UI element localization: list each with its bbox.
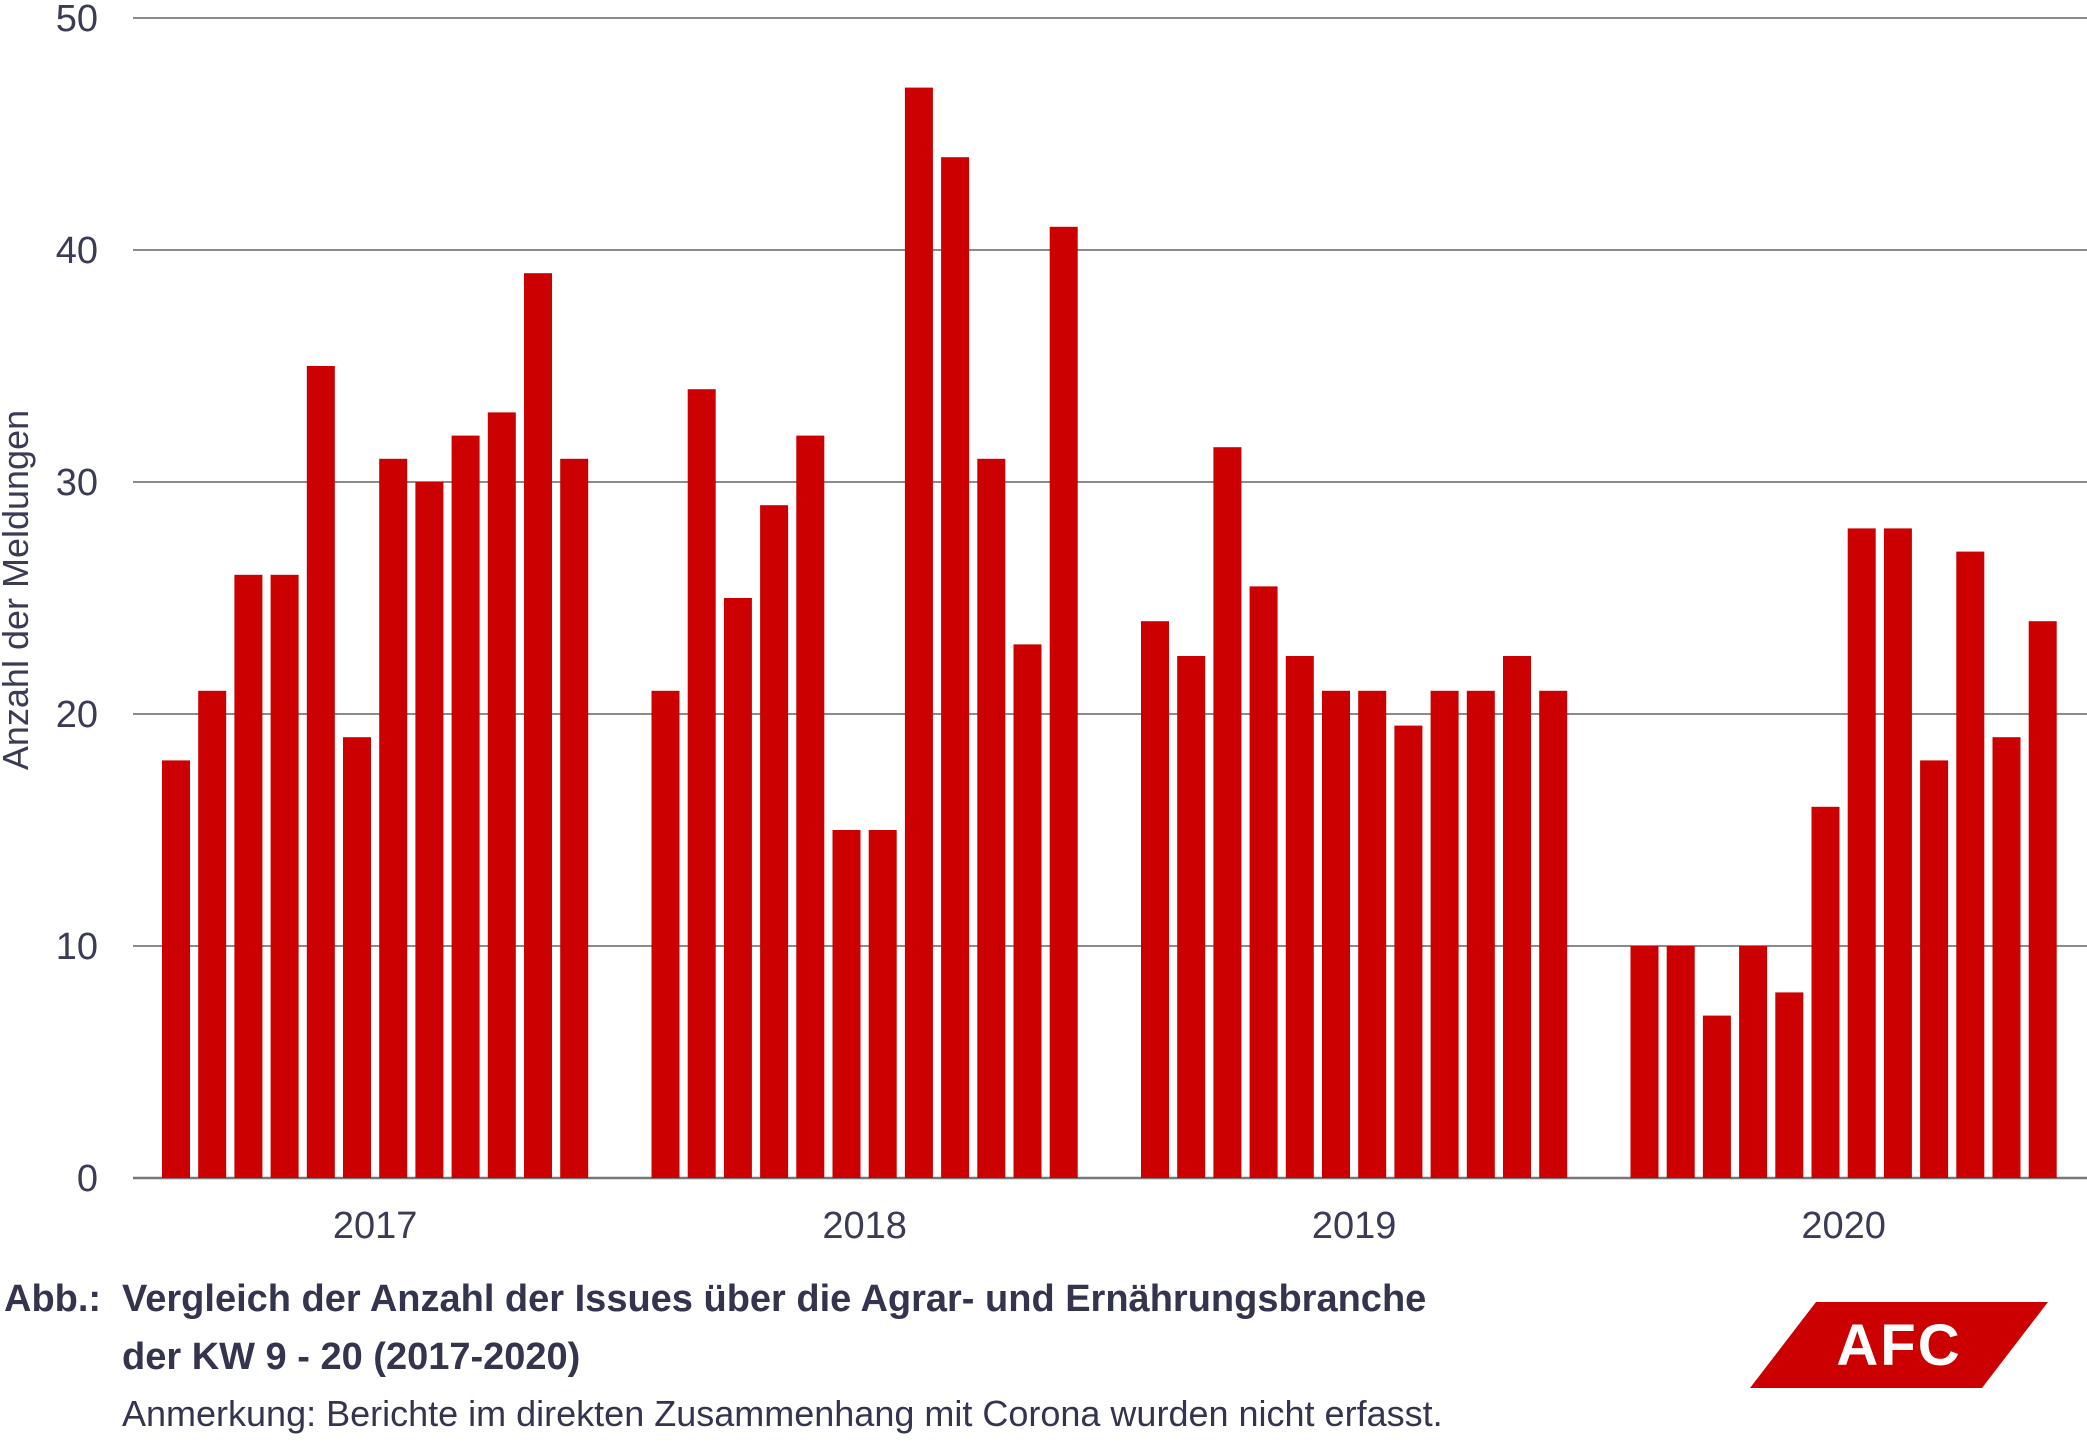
bar xyxy=(198,690,227,1178)
bar xyxy=(1394,725,1423,1178)
bar xyxy=(560,458,589,1178)
caption-prefix: Abb.: xyxy=(4,1278,102,1320)
bar xyxy=(1285,656,1314,1178)
caption-subtitle: der KW 9 - 20 (2017-2020) xyxy=(122,1336,581,1378)
bars xyxy=(162,87,2057,1179)
bar xyxy=(1013,644,1042,1178)
bar xyxy=(1249,586,1278,1178)
bar xyxy=(1666,946,1695,1178)
bar xyxy=(270,574,299,1178)
bar xyxy=(306,366,335,1178)
bar xyxy=(2028,621,2057,1178)
caption-title: Vergleich der Anzahl der Issues über die… xyxy=(122,1278,1427,1320)
bar xyxy=(1992,737,2021,1178)
bar xyxy=(760,505,789,1178)
y-tick-label: 20 xyxy=(56,694,98,736)
bar xyxy=(796,435,825,1179)
bar xyxy=(1811,806,1840,1178)
bar xyxy=(1322,690,1350,1178)
logo-shape xyxy=(1750,1302,2048,1388)
bar xyxy=(1503,656,1531,1178)
y-tick-labels: 0 10 20 30 40 50 xyxy=(56,0,98,1200)
bar xyxy=(1213,447,1242,1178)
bar xyxy=(1883,528,1912,1178)
bar xyxy=(832,830,861,1178)
y-axis-title: Anzahl der Meldungen xyxy=(0,410,36,770)
bar xyxy=(451,435,480,1179)
afc-logo: AFC xyxy=(1750,1302,2048,1388)
bar xyxy=(977,458,1006,1178)
bar xyxy=(904,87,933,1179)
x-tick-label: 2017 xyxy=(333,1205,418,1247)
bar xyxy=(687,389,716,1178)
y-tick-label: 0 xyxy=(77,1158,98,1200)
bar xyxy=(1539,690,1568,1178)
caption-note: Anmerkung: Berichte im direkten Zusammen… xyxy=(122,1393,1443,1434)
bar xyxy=(1956,551,1985,1178)
figure-caption: Abb.: Vergleich der Anzahl der Issues übe… xyxy=(4,1270,1704,1442)
bar xyxy=(651,690,680,1178)
y-tick-label: 30 xyxy=(56,462,98,504)
y-tick-label: 50 xyxy=(56,0,98,40)
y-tick-label: 10 xyxy=(56,926,98,968)
bar xyxy=(1141,621,1169,1178)
bar xyxy=(343,737,371,1178)
bar xyxy=(1430,690,1459,1178)
bar xyxy=(723,598,752,1178)
bar xyxy=(868,830,897,1178)
bar xyxy=(1630,946,1659,1178)
bar xyxy=(524,273,552,1178)
bar xyxy=(487,412,516,1178)
bar xyxy=(1739,946,1768,1178)
bar xyxy=(1702,1015,1731,1178)
bar xyxy=(1775,992,1804,1178)
x-tick-label: 2019 xyxy=(1312,1205,1397,1247)
bar xyxy=(1177,656,1206,1178)
x-tick-labels: 2017 2018 2019 2020 xyxy=(333,1205,1886,1247)
bar xyxy=(162,760,190,1178)
bar xyxy=(1920,760,1949,1178)
caption-title-line-2: der KW 9 - 20 (2017-2020) xyxy=(4,1328,1704,1386)
bar xyxy=(1466,690,1495,1178)
caption-title-line-1: Abb.: Vergleich der Anzahl der Issues übe… xyxy=(4,1270,1704,1328)
logo-text: AFC xyxy=(1836,1312,1962,1378)
bar xyxy=(415,482,444,1178)
bar xyxy=(234,574,263,1178)
bar xyxy=(379,458,408,1178)
x-tick-label: 2018 xyxy=(822,1205,907,1247)
x-tick-label: 2020 xyxy=(1801,1205,1886,1247)
bar xyxy=(941,157,970,1178)
y-tick-label: 40 xyxy=(56,230,98,272)
bar xyxy=(1358,690,1387,1178)
bar xyxy=(1049,226,1078,1179)
bar xyxy=(1847,528,1876,1178)
